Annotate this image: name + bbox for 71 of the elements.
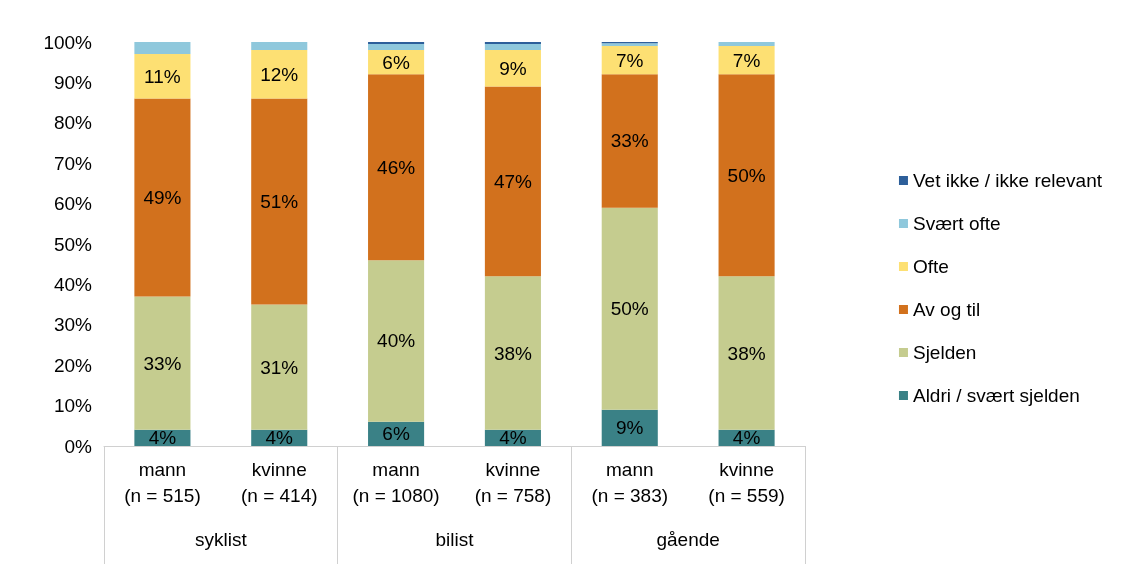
data-label: 38%: [493, 342, 533, 364]
bar: [484, 276, 541, 430]
data-label: 4%: [732, 427, 761, 449]
bar: [368, 260, 425, 422]
data-label: 9%: [616, 417, 644, 439]
legend-label: Aldri / svært sjelden: [912, 385, 1080, 406]
data-label: 46%: [377, 156, 416, 178]
data-label: 49%: [143, 187, 182, 209]
bar: [368, 74, 425, 261]
data-label: 50%: [610, 298, 649, 320]
bar: [134, 54, 191, 99]
x-tick-label: mann (n = 383): [591, 458, 669, 506]
bar: [484, 86, 541, 277]
y-tick-label: 0%: [64, 435, 93, 457]
bar: [484, 44, 541, 51]
y-tick-label: 60%: [53, 193, 93, 215]
bar: [251, 42, 308, 51]
y-tick-label: 40%: [53, 273, 93, 295]
data-label: 11%: [144, 65, 181, 87]
data-label: 40%: [377, 330, 416, 352]
data-label: 33%: [143, 352, 182, 374]
bar: [368, 44, 425, 51]
y-tick-label: 50%: [53, 233, 93, 255]
y-tick-label: 10%: [53, 395, 93, 417]
bar: [368, 42, 425, 45]
data-label: 47%: [493, 170, 533, 192]
x-tick-label: mann (n = 1080): [352, 458, 440, 506]
data-label: 7%: [732, 49, 761, 71]
bar: [601, 74, 658, 208]
y-tick-label: 20%: [53, 354, 93, 376]
data-label: 50%: [727, 164, 766, 186]
data-label: 51%: [260, 191, 299, 213]
bar: [718, 42, 775, 47]
data-label: 4%: [499, 427, 527, 449]
data-label: 4%: [265, 427, 294, 449]
bar: [601, 207, 658, 410]
x-tick-label: mann (n = 515): [124, 458, 201, 506]
bar: [251, 304, 308, 430]
legend-label: Vet ikke / ikke relevant: [912, 170, 1103, 191]
legend-label: Svært ofte: [912, 213, 1001, 234]
y-tick-label: 90%: [53, 71, 93, 93]
bar: [134, 98, 191, 297]
legend-label: Av og til: [912, 299, 981, 320]
bar: [251, 50, 308, 99]
bar: [718, 276, 775, 430]
y-tick-label: 100%: [43, 31, 93, 53]
y-tick-label: 80%: [53, 112, 93, 134]
data-label: 9%: [499, 57, 527, 79]
data-label: 4%: [148, 427, 177, 449]
text: gående: [656, 529, 720, 550]
y-tick-label: 30%: [53, 314, 93, 336]
legend-label: Ofte: [912, 256, 949, 277]
x-tick-label: kvinne (n = 559): [708, 458, 785, 506]
data-label: 33%: [610, 130, 649, 152]
bar: [484, 42, 541, 45]
data-label: 6%: [382, 51, 410, 73]
data-label: 6%: [382, 423, 410, 445]
bar: [134, 296, 191, 430]
data-label: 38%: [727, 342, 766, 364]
x-tick-label: kvinne (n = 414): [240, 458, 318, 506]
y-tick-label: 70%: [53, 152, 93, 174]
bar: [134, 42, 191, 55]
bar: [251, 98, 308, 305]
data-label: 7%: [616, 49, 644, 71]
text: syklist: [194, 529, 248, 550]
data-label: 31%: [260, 356, 299, 378]
bar: [718, 74, 775, 277]
legend-label: Sjelden: [912, 342, 977, 363]
x-tick-label: kvinne (n = 758): [474, 458, 552, 506]
text: bilist: [435, 529, 475, 550]
data-label: 12%: [260, 63, 299, 85]
